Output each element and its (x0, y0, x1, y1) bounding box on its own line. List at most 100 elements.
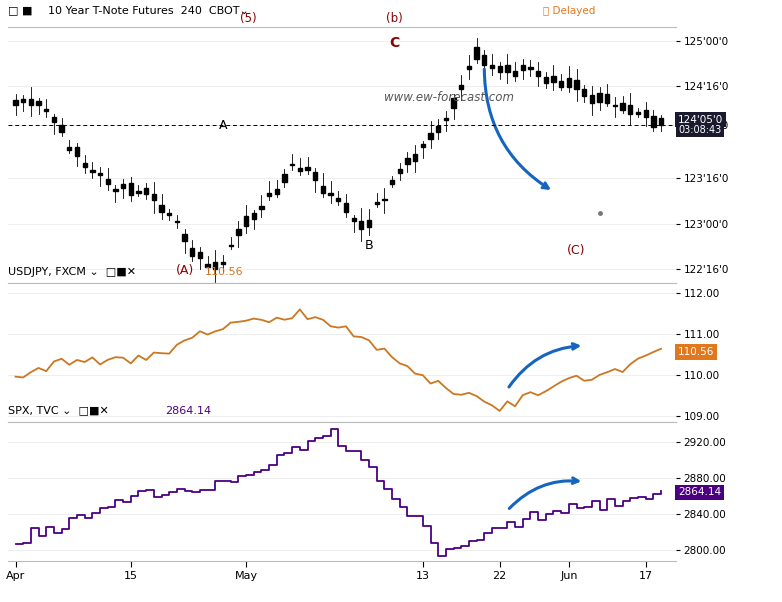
Bar (83, 163, 87, 167)
Bar (321, 186, 325, 193)
Bar (228, 245, 233, 246)
Bar (382, 199, 386, 200)
Bar (620, 103, 625, 110)
Bar (482, 55, 486, 66)
Bar (106, 179, 110, 184)
Text: B: B (364, 239, 373, 252)
Bar (475, 47, 479, 59)
Bar (451, 98, 456, 108)
Bar (328, 193, 333, 196)
Bar (628, 105, 633, 114)
Bar (260, 205, 264, 208)
Bar (513, 71, 517, 76)
Bar (136, 191, 141, 193)
Bar (397, 169, 402, 173)
Bar (421, 144, 425, 147)
Bar (298, 168, 302, 172)
Bar (644, 110, 647, 117)
Bar (267, 193, 271, 196)
Bar (213, 262, 217, 269)
Bar (75, 147, 79, 156)
Bar (21, 99, 25, 102)
Bar (252, 213, 256, 219)
Bar (529, 67, 533, 69)
Bar (90, 170, 95, 172)
Bar (651, 116, 655, 127)
Bar (167, 213, 171, 216)
Bar (221, 262, 225, 264)
Text: (5): (5) (240, 11, 256, 25)
Text: 10 Year T-Note Futures  240  CBOT⌄: 10 Year T-Note Futures 240 CBOT⌄ (48, 5, 249, 16)
Bar (152, 194, 156, 200)
Bar (413, 154, 418, 161)
Bar (144, 188, 149, 194)
Bar (613, 105, 617, 107)
Bar (559, 81, 563, 87)
Bar (536, 71, 540, 76)
Bar (659, 118, 663, 125)
Text: (b): (b) (386, 11, 403, 25)
Bar (13, 100, 18, 105)
Bar (490, 65, 494, 67)
Bar (59, 125, 64, 132)
Text: www.ew-forecast.com: www.ew-forecast.com (384, 91, 514, 104)
Bar (282, 174, 287, 182)
Bar (505, 65, 510, 72)
Bar (128, 183, 133, 194)
Text: 110.56: 110.56 (678, 347, 715, 357)
Bar (567, 78, 571, 87)
Bar (190, 247, 195, 256)
Bar (37, 102, 41, 105)
Bar (274, 189, 279, 193)
Bar (174, 221, 179, 222)
Bar (236, 229, 241, 235)
Bar (313, 172, 317, 180)
Bar (405, 158, 410, 164)
Bar (551, 76, 556, 82)
Bar (160, 205, 163, 212)
Bar (244, 216, 248, 226)
Bar (351, 218, 356, 222)
Bar (52, 117, 56, 122)
Bar (206, 264, 210, 267)
Text: 03:08:43: 03:08:43 (678, 125, 721, 135)
Bar (597, 93, 601, 102)
Bar (290, 164, 294, 166)
Bar (590, 95, 594, 103)
Bar (436, 126, 440, 132)
Bar (336, 197, 340, 201)
Text: C: C (389, 36, 400, 50)
Bar (113, 189, 117, 190)
Bar (443, 119, 448, 120)
Bar (429, 132, 432, 138)
Text: (C): (C) (567, 244, 586, 256)
Text: 110.56: 110.56 (205, 267, 244, 277)
Bar (521, 65, 525, 70)
Bar (636, 112, 640, 114)
Text: 2864.14: 2864.14 (678, 487, 721, 497)
Bar (367, 220, 371, 227)
Text: 124'05'0: 124'05'0 (678, 115, 723, 125)
Bar (29, 99, 33, 105)
Bar (375, 202, 378, 205)
Text: 2864.14: 2864.14 (165, 406, 211, 416)
Bar (497, 66, 502, 72)
Text: ⏰ Delayed: ⏰ Delayed (543, 5, 595, 16)
Bar (467, 66, 471, 69)
Bar (359, 221, 364, 229)
Bar (543, 78, 548, 83)
Text: USDJPY, FXCM ⌄  □■✕: USDJPY, FXCM ⌄ □■✕ (8, 267, 143, 277)
Bar (582, 89, 586, 96)
Text: (A): (A) (175, 264, 194, 276)
Bar (182, 234, 187, 241)
Bar (459, 85, 464, 89)
Bar (98, 173, 102, 175)
Bar (44, 108, 48, 111)
Bar (390, 180, 394, 184)
Bar (605, 94, 609, 103)
Bar (574, 80, 579, 89)
Bar (344, 203, 348, 212)
Bar (198, 252, 202, 258)
Text: A: A (219, 119, 228, 132)
Text: SPX, TVC ⌄  □■✕: SPX, TVC ⌄ □■✕ (8, 406, 116, 416)
